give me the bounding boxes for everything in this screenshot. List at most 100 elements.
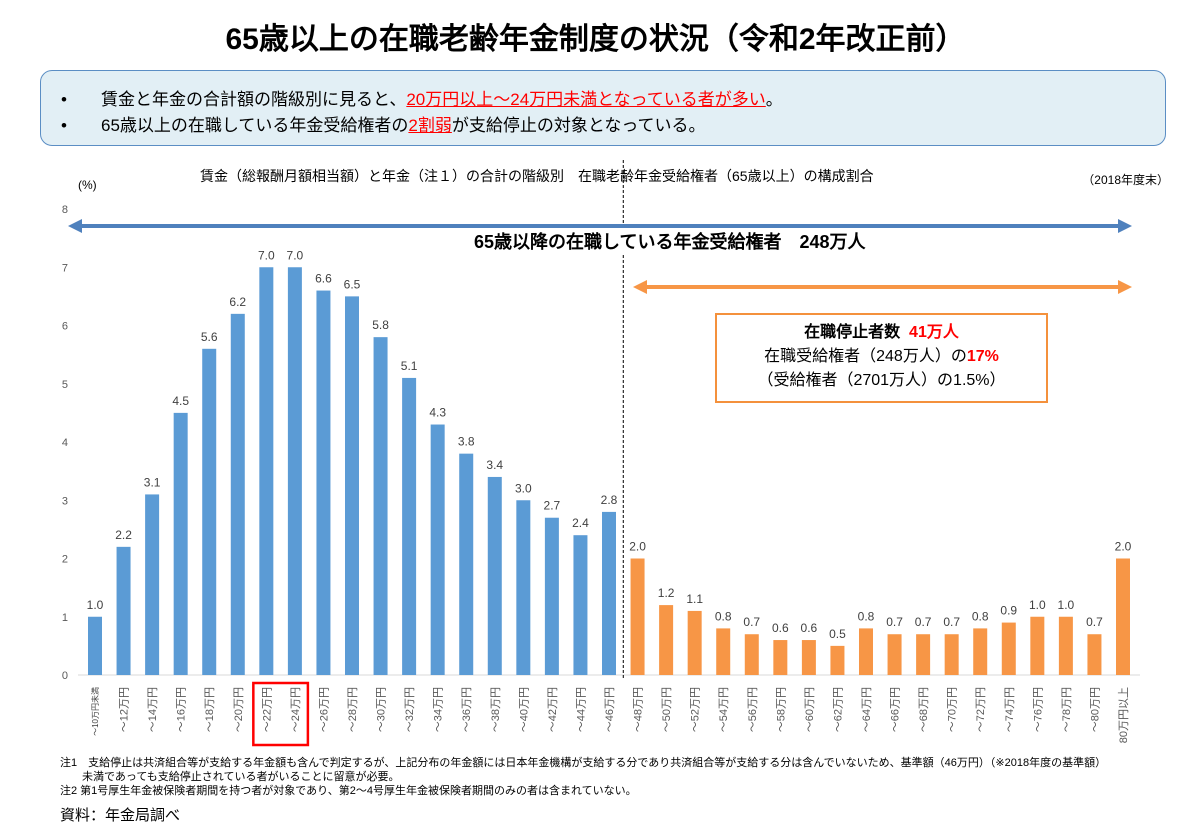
chart-subtitle: 賃金（総報酬月額相当額）と年金（注１）の合計の階級別 在職老齢年金受給権者（65… xyxy=(200,168,874,184)
summary-text: 賃金と年金の合計額の階級別に見ると、 xyxy=(101,90,407,109)
bar-value-label: 0.6 xyxy=(772,621,789,635)
x-tick-label: ～42万円 xyxy=(547,687,559,732)
bar xyxy=(544,517,559,675)
x-tick-label: ～76万円 xyxy=(1032,687,1044,732)
x-tick-label: ～40万円 xyxy=(518,687,530,732)
bar xyxy=(887,634,902,675)
x-tick-label: ～50万円 xyxy=(661,687,673,732)
bar-value-label: 0.7 xyxy=(915,615,932,629)
bar-value-label: 2.2 xyxy=(115,528,132,542)
bar xyxy=(687,610,702,675)
footnote-2: 注2 第1号厚生年金被保険者期間を持つ者が対象であり、第2～4号厚生年金被保険者… xyxy=(60,785,637,797)
x-tick-label: ～18万円 xyxy=(204,687,216,732)
footnote-1: 注1 支給停止は共済組合等が支給する年金額も含んで判定するが、上記分布の年金額に… xyxy=(60,757,1107,769)
bar-value-label: 0.8 xyxy=(858,609,875,623)
bar xyxy=(916,634,931,675)
bar-value-label: 5.8 xyxy=(372,318,389,332)
callout-value: 41万人 xyxy=(909,324,959,341)
x-tick-label: ～22万円 xyxy=(261,687,273,732)
bar xyxy=(487,476,502,675)
x-tick-label: ～46万円 xyxy=(604,687,616,732)
summary-box: • 賃金と年金の合計額の階級別に見ると、20万円以上～24万円未満となっている者が… xyxy=(40,70,1166,146)
x-tick-label: ～70万円 xyxy=(947,687,959,732)
y-tick-label: 0 xyxy=(62,670,68,682)
callout-line-3: （受給権者（2701万人）の1.5%） xyxy=(757,372,1006,389)
x-tick-label: ～60万円 xyxy=(804,687,816,732)
bar xyxy=(316,290,331,675)
bar xyxy=(744,634,759,675)
bar xyxy=(1058,616,1073,675)
x-tick-label: ～30万円 xyxy=(376,687,388,732)
x-tick-label: ～20万円 xyxy=(233,687,245,732)
bar-value-label: 7.0 xyxy=(258,248,275,262)
x-tick-label: ～12万円 xyxy=(119,687,131,732)
bar-value-label: 2.8 xyxy=(601,493,618,507)
bar-value-label: 2.0 xyxy=(629,540,646,554)
y-tick-label: 2 xyxy=(62,554,68,566)
bar-value-label: 0.7 xyxy=(943,615,960,629)
bar xyxy=(859,628,873,675)
bar-value-label: 5.6 xyxy=(201,330,218,344)
y-tick-label: 8 xyxy=(62,204,68,216)
footnotes: 注1 支給停止は共済組合等が支給する年金額も含んで判定するが、上記分布の年金額に… xyxy=(60,756,1106,798)
bar xyxy=(88,616,102,675)
bar xyxy=(973,628,988,675)
bar xyxy=(1030,616,1045,675)
bar-value-label: 0.8 xyxy=(972,609,989,623)
x-tick-label: ～38万円 xyxy=(490,687,502,732)
bar-value-label: 0.5 xyxy=(829,627,846,641)
bar-value-label: 1.0 xyxy=(87,598,104,612)
bar xyxy=(259,267,274,675)
summary-highlight: 2割弱 xyxy=(408,116,452,135)
bar xyxy=(145,494,160,675)
bar-value-label: 1.1 xyxy=(686,592,703,606)
bar xyxy=(230,313,245,675)
summary-text: が支給停止の対象となっている。 xyxy=(451,116,706,135)
y-tick-label: 1 xyxy=(62,612,68,624)
page-title: 65歳以上の在職老齢年金制度の状況（令和2年改正前） xyxy=(225,23,966,56)
suspended-range-arrow-head-left xyxy=(633,280,647,294)
bar xyxy=(116,546,131,675)
callout-line-1: 在職停止者数 41万人 xyxy=(717,321,1046,345)
x-tick-label: ～80万円 xyxy=(1089,687,1101,732)
bar-value-label: 2.0 xyxy=(1115,540,1132,554)
bar xyxy=(1087,634,1102,675)
callout-text: 在職停止者数 xyxy=(804,324,901,341)
x-tick-label: ～10万円未満 xyxy=(90,687,100,736)
highlight-box xyxy=(252,681,310,747)
summary-text: 65歳以上の在職している年金受給権者の xyxy=(101,116,409,135)
bar-value-label: 0.7 xyxy=(743,615,760,629)
bar xyxy=(801,640,816,675)
bar-value-label: 6.6 xyxy=(315,272,332,286)
bar-value-label: 6.5 xyxy=(344,277,361,291)
bar-value-label: 1.2 xyxy=(658,586,675,600)
callout-value: 17% xyxy=(966,348,999,365)
bar-value-label: 3.0 xyxy=(515,481,532,495)
bar xyxy=(402,377,417,675)
summary-line-1: • 賃金と年金の合計額の階級別に見ると、20万円以上～24万円未満となっている者が… xyxy=(61,85,1165,111)
summary-text: 。 xyxy=(765,90,783,109)
bar xyxy=(1116,558,1130,675)
bar-value-label: 1.0 xyxy=(1058,598,1075,612)
x-tick-label: 80万円以上 xyxy=(1117,687,1130,743)
bar-value-label: 3.1 xyxy=(144,475,161,489)
x-tick-label: ～48万円 xyxy=(633,687,645,732)
total-annotation: 65歳以降の在職している年金受給権者 248万人 xyxy=(470,228,870,254)
bar xyxy=(716,628,731,675)
x-tick-label: ～52万円 xyxy=(690,687,702,732)
x-tick-label: ～78万円 xyxy=(1061,687,1073,732)
x-tick-label: ～72万円 xyxy=(975,687,987,732)
bar xyxy=(573,535,588,675)
bar-value-label: 0.8 xyxy=(715,609,732,623)
bullet: • xyxy=(61,90,67,109)
bar-value-label: 0.7 xyxy=(1086,615,1103,629)
y-tick-label: 4 xyxy=(62,437,68,449)
bar xyxy=(373,337,388,675)
bar xyxy=(830,645,845,675)
x-tick-label: ～64万円 xyxy=(861,687,873,732)
x-tick-label: ～54万円 xyxy=(718,687,730,732)
x-tick-label: ～44万円 xyxy=(575,687,587,732)
bullet: • xyxy=(61,116,67,135)
